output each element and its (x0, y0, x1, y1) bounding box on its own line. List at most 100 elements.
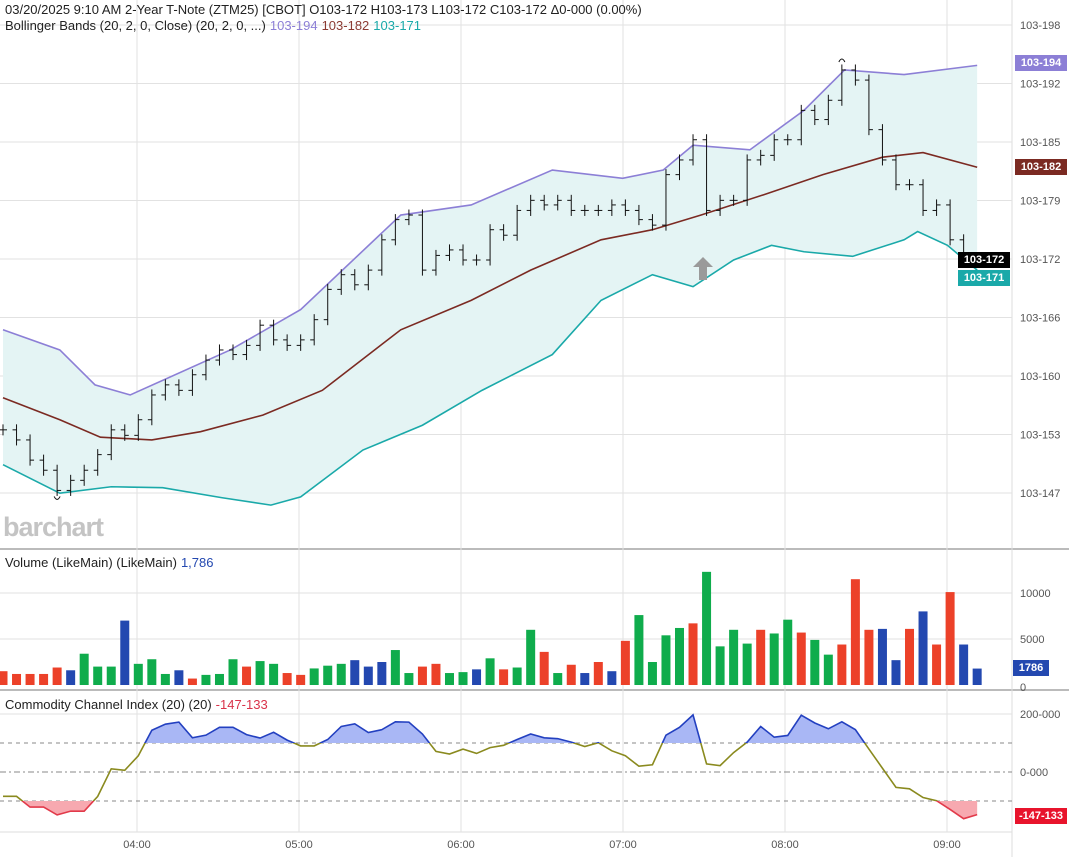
cci-line (144, 713, 866, 743)
price-tick-label: 103-160 (1020, 371, 1060, 383)
volume-bar (850, 579, 860, 685)
volume-bar (79, 653, 89, 685)
volume-bar (228, 659, 238, 685)
bollinger-band-fill (3, 65, 978, 506)
volume-bar (932, 644, 942, 685)
bollinger-upper-line (2, 64, 978, 396)
price-bar (107, 424, 116, 461)
price-bar (932, 199, 941, 216)
price-bar (120, 424, 129, 441)
volume-bar (187, 678, 197, 685)
volume-bar (864, 629, 874, 685)
volume-bar (404, 673, 414, 685)
time-tick-label: 08:00 (771, 839, 799, 851)
volume-bar (25, 673, 35, 685)
price-bar (418, 209, 427, 276)
price-bar (864, 74, 873, 136)
bb-middle-value: 103-182 (321, 18, 370, 33)
volume-bar (12, 673, 22, 685)
volume-tick-label: 5000 (1020, 634, 1044, 646)
volume-bar (106, 666, 116, 685)
volume-bar (363, 666, 373, 685)
volume-bar (309, 668, 319, 685)
session-high-marker (838, 58, 846, 63)
volume-bar (566, 664, 576, 685)
volume-bar (729, 629, 739, 685)
volume-bar (810, 639, 820, 685)
volume-value: 1,786 (180, 555, 214, 570)
volume-bar (634, 615, 644, 685)
price-bar (824, 94, 833, 126)
price-bar (296, 334, 305, 351)
price-bar (147, 389, 156, 426)
cci-tag: -147-133 (1015, 808, 1067, 824)
volume-tag: 1786 (1013, 660, 1049, 676)
price-bar (39, 454, 48, 476)
price-bar (431, 249, 440, 276)
price-bar (269, 319, 278, 346)
volume-bar (688, 623, 698, 685)
price-bar (242, 339, 251, 361)
price-bar (797, 104, 806, 146)
price-bar (499, 224, 508, 241)
price-bar (174, 379, 183, 396)
cci-overbought-fill (3, 714, 978, 743)
price-bar (0, 424, 7, 436)
volume-bar (823, 654, 833, 685)
volume-bar (390, 650, 400, 685)
bollinger-legend: Bollinger Bands (20, 2, 0, Close) (20, 2… (5, 18, 425, 33)
price-bar (404, 209, 413, 226)
price-bar (621, 199, 630, 216)
volume-bar (296, 674, 306, 685)
session-low-marker (53, 496, 61, 500)
volume-tick-label: 0 (1020, 682, 1026, 694)
price-bar (810, 104, 819, 126)
volume-bar (837, 644, 847, 685)
price-bar (743, 154, 752, 206)
volume-bar (702, 571, 712, 685)
cci-value: -147-133 (215, 697, 268, 712)
price-tick-label: 103-172 (1020, 254, 1060, 266)
time-tick-label: 09:00 (933, 839, 961, 851)
volume-bar (661, 635, 671, 685)
price-bar (891, 154, 900, 191)
volume-bar (499, 669, 509, 685)
price-bar (729, 194, 738, 206)
time-tick-label: 06:00 (447, 839, 475, 851)
price-bar (513, 204, 522, 241)
volume-bar (255, 661, 265, 685)
price-bar (310, 314, 319, 346)
price-bar (445, 244, 454, 261)
price-bar (526, 194, 535, 216)
price-bar (12, 424, 21, 446)
quote-header: 03/20/2025 9:10 AM 2-Year T-Note (ZTM25)… (5, 2, 642, 17)
cci-tick-label: 200-000 (1020, 709, 1060, 721)
price-bar (878, 124, 887, 166)
price-bar (783, 134, 792, 146)
volume-bar (647, 662, 657, 685)
volume-bar (133, 663, 143, 685)
bollinger-middle-line (2, 151, 978, 441)
volume-bar (242, 666, 252, 685)
price-bar (391, 214, 400, 246)
price-bar (702, 134, 711, 216)
volume-bar (972, 668, 982, 685)
volume-bar (607, 671, 617, 685)
barchart-watermark: barchart (3, 512, 104, 542)
price-bar (648, 214, 657, 231)
time-tick-label: 04:00 (123, 839, 151, 851)
price-bar (93, 449, 102, 476)
price-bar (540, 194, 549, 211)
price-bar (459, 244, 468, 266)
bollinger-lower-line (2, 230, 978, 506)
price-bar (161, 379, 170, 401)
price-bar (188, 369, 197, 396)
volume-legend: Volume (LikeMain) (LikeMain) 1,786 (5, 555, 218, 570)
volume-bar (675, 627, 684, 685)
bb-lower-value: 103-171 (373, 18, 422, 33)
price-bar (580, 204, 589, 216)
volume-bar (201, 674, 211, 685)
price-bar (364, 264, 373, 291)
price-bar (851, 64, 860, 86)
